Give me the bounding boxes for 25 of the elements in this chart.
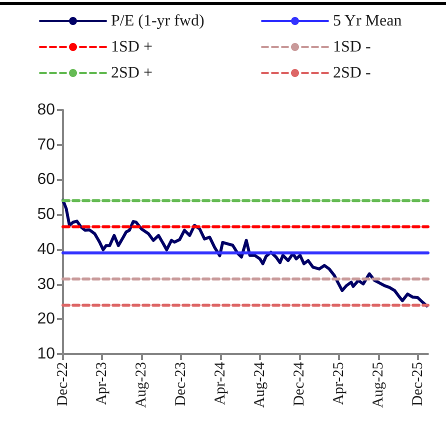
y-tick-label: 70 [37,136,56,154]
legend-label: 5 Yr Mean [333,12,402,30]
legend-label: 2SD - [333,64,371,82]
x-tick-label: Dec-25 [410,362,426,406]
y-tick-label: 60 [37,171,56,188]
x-tick-label: Aug-24 [252,362,268,408]
y-tick-label: 80 [37,102,56,118]
y-tick-label: 10 [37,346,56,362]
legend-label: 2SD + [111,64,152,82]
x-tick-label: Dec-24 [292,362,308,406]
y-tick-label: 30 [37,276,56,293]
x-tick-label: Aug-25 [370,362,386,408]
y-tick-label: 50 [37,206,56,224]
x-tick-label: Apr-24 [212,362,229,406]
legend-label: 1SD + [111,38,152,56]
x-tick-label: Aug-23 [134,362,150,408]
y-tick-label: 20 [37,310,56,328]
x-tick-label: Dec-22 [55,362,71,406]
y-tick-label: 40 [37,240,56,258]
x-tick-label: Apr-25 [330,362,347,406]
x-tick-label: Dec-23 [173,362,190,406]
legend-label: P/E (1-yr fwd) [111,12,204,30]
legend-label: 1SD - [333,38,371,56]
x-tick-label: Apr-23 [94,362,110,406]
line-series [62,198,428,308]
